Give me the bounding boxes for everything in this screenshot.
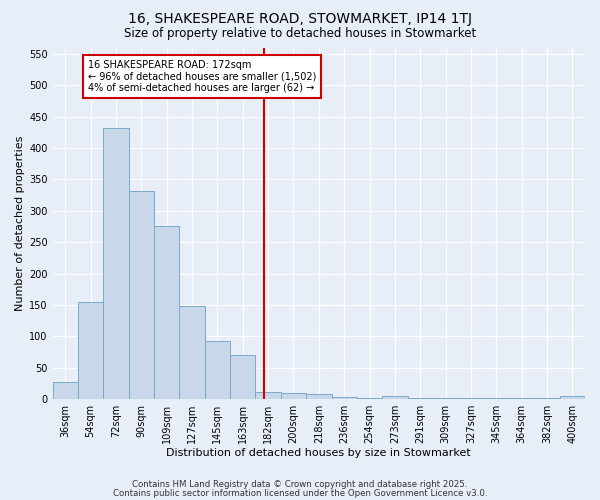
- Bar: [306, 394, 332, 399]
- Bar: [357, 398, 382, 399]
- Bar: [256, 392, 281, 399]
- Text: Contains public sector information licensed under the Open Government Licence v3: Contains public sector information licen…: [113, 490, 487, 498]
- Text: Size of property relative to detached houses in Stowmarket: Size of property relative to detached ho…: [124, 28, 476, 40]
- Bar: [433, 398, 458, 399]
- Bar: [154, 226, 179, 399]
- Bar: [129, 190, 154, 399]
- Bar: [509, 398, 535, 399]
- Bar: [332, 397, 357, 399]
- Bar: [458, 398, 484, 399]
- Bar: [179, 306, 205, 399]
- X-axis label: Distribution of detached houses by size in Stowmarket: Distribution of detached houses by size …: [166, 448, 471, 458]
- Bar: [407, 398, 433, 399]
- Bar: [535, 398, 560, 399]
- Text: 16, SHAKESPEARE ROAD, STOWMARKET, IP14 1TJ: 16, SHAKESPEARE ROAD, STOWMARKET, IP14 1…: [128, 12, 472, 26]
- Bar: [484, 398, 509, 399]
- Text: 16 SHAKESPEARE ROAD: 172sqm
← 96% of detached houses are smaller (1,502)
4% of s: 16 SHAKESPEARE ROAD: 172sqm ← 96% of det…: [88, 60, 317, 94]
- Bar: [382, 396, 407, 399]
- Bar: [205, 342, 230, 399]
- Bar: [78, 302, 103, 399]
- Bar: [53, 382, 78, 399]
- Bar: [281, 393, 306, 399]
- Bar: [560, 396, 585, 399]
- Bar: [103, 128, 129, 399]
- Bar: [230, 355, 256, 399]
- Y-axis label: Number of detached properties: Number of detached properties: [15, 136, 25, 311]
- Text: Contains HM Land Registry data © Crown copyright and database right 2025.: Contains HM Land Registry data © Crown c…: [132, 480, 468, 489]
